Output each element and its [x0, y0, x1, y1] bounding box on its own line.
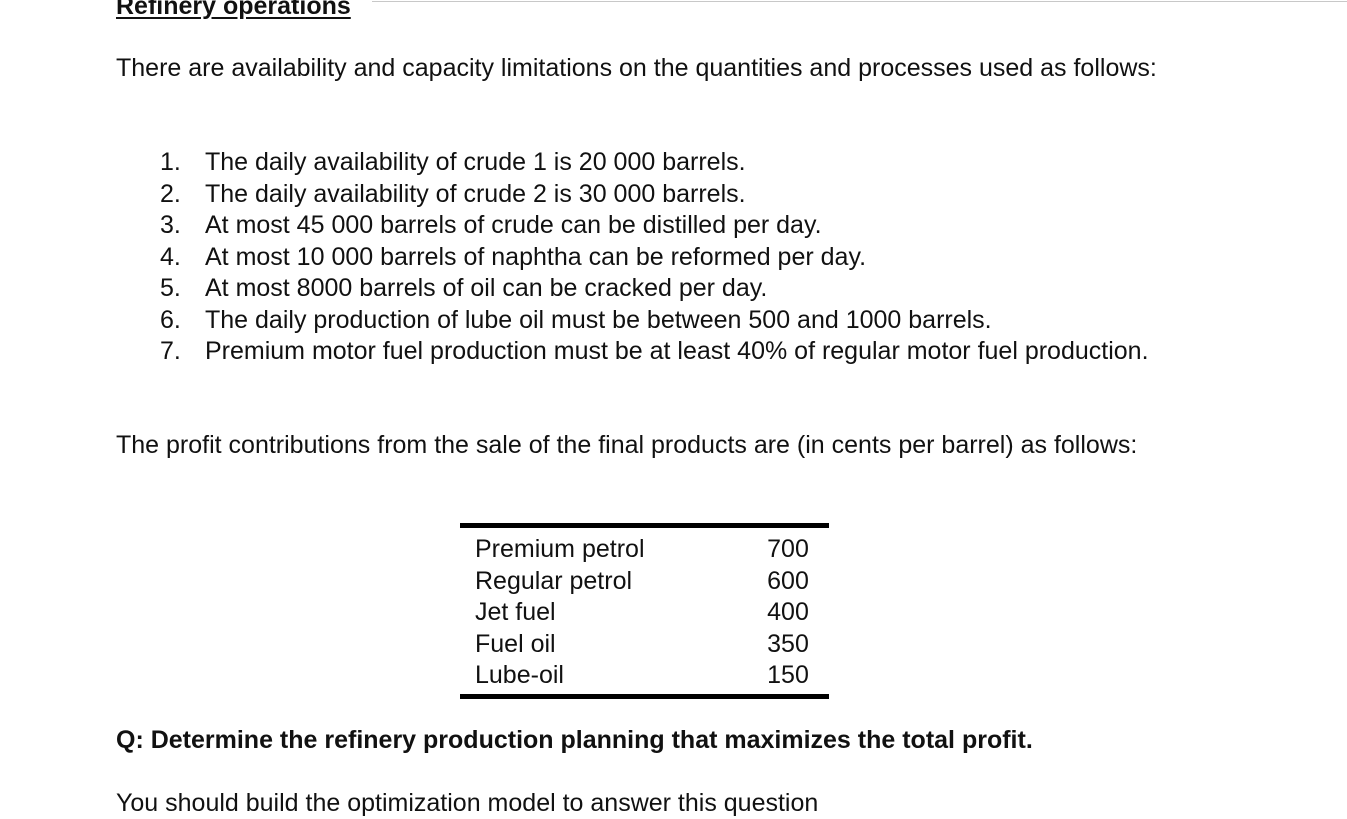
list-number: 1.	[160, 148, 181, 176]
table-row: Lube-oil 150	[460, 660, 829, 692]
list-text: The daily production of lube oil must be…	[205, 305, 992, 334]
profit-table: Premium petrol 700 Regular petrol 600 Je…	[460, 523, 829, 699]
intro-paragraph: There are availability and capacity limi…	[116, 54, 1157, 82]
list-number: 4.	[160, 242, 181, 271]
list-item: 1. The daily availability of crude 1 is …	[160, 147, 1174, 179]
product-name: Regular petrol	[475, 566, 633, 595]
list-number: 3.	[160, 211, 181, 239]
table-row: Premium petrol 700	[460, 534, 829, 566]
list-text: The daily availability of crude 1 is 20 …	[205, 148, 746, 176]
list-item: 5. At most 8000 barrels of oil can be cr…	[160, 273, 1174, 305]
profit-value: 150	[767, 661, 809, 689]
product-name: Premium petrol	[475, 535, 645, 563]
list-number: 2.	[160, 179, 181, 208]
profit-value: 350	[767, 629, 809, 658]
profit-value: 600	[767, 566, 809, 595]
product-name: Jet fuel	[475, 598, 556, 626]
top-rule	[372, 1, 1347, 2]
table-row: Regular petrol 600	[460, 566, 829, 598]
list-text: At most 10 000 barrels of naphtha can be…	[205, 242, 867, 271]
list-text: The daily availability of crude 2 is 30 …	[205, 179, 746, 208]
list-number: 7.	[160, 337, 181, 365]
table-row: Jet fuel 400	[460, 597, 829, 629]
section-heading: Refinery operations	[116, 0, 351, 20]
table-row: Fuel oil 350	[460, 629, 829, 661]
list-text: At most 45 000 barrels of crude can be d…	[205, 211, 822, 239]
profit-value: 700	[767, 535, 809, 563]
product-name: Fuel oil	[475, 629, 556, 658]
limitations-list: 1. The daily availability of crude 1 is …	[160, 147, 1174, 368]
instruction-text: You should build the optimization model …	[116, 789, 819, 817]
profit-value: 400	[767, 598, 809, 626]
list-item: 6. The daily production of lube oil must…	[160, 305, 1174, 337]
product-name: Lube-oil	[475, 661, 564, 689]
list-item: 2. The daily availability of crude 2 is …	[160, 179, 1174, 211]
list-item: 4. At most 10 000 barrels of naphtha can…	[160, 242, 1174, 274]
list-item: 3. At most 45 000 barrels of crude can b…	[160, 210, 1174, 242]
list-number: 6.	[160, 305, 181, 334]
list-text: At most 8000 barrels of oil can be crack…	[205, 274, 768, 302]
profit-paragraph: The profit contributions from the sale o…	[116, 431, 1138, 459]
list-text: Premium motor fuel production must be at…	[205, 337, 1149, 365]
list-item: 7. Premium motor fuel production must be…	[160, 336, 1174, 368]
list-number: 5.	[160, 274, 181, 302]
question-text: Q: Determine the refinery production pla…	[116, 726, 1033, 754]
